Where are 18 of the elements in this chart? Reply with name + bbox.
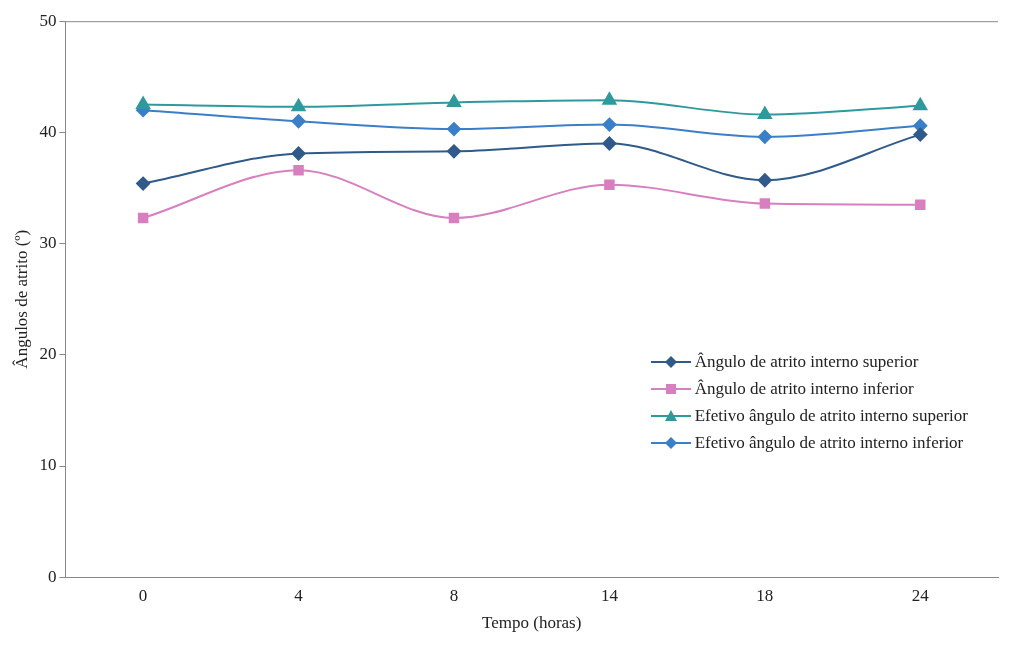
x-tick-label: 8 xyxy=(449,585,459,605)
x-tick-label: 18 xyxy=(756,585,774,605)
legend-label: Ângulo de atrito interno inferior xyxy=(694,378,914,400)
x-tick-label: 14 xyxy=(600,585,619,605)
y-tick-label: 10 xyxy=(39,455,57,475)
y-tick-label: 30 xyxy=(39,233,57,253)
x-tick-label: 0 xyxy=(138,585,148,605)
y-tick-label: 40 xyxy=(39,121,57,141)
legend-label: Ângulo de atrito interno superior xyxy=(694,351,919,373)
x-tick-label: 24 xyxy=(911,585,930,605)
y-tick-label: 20 xyxy=(39,344,57,364)
y-tick-label: 0 xyxy=(47,566,57,586)
legend-label: Efetivo ângulo de atrito interno inferior xyxy=(694,432,964,454)
x-axis-title: Tempo (horas) xyxy=(482,613,582,633)
y-axis-title: Ângulos de atrito (º) xyxy=(11,229,31,369)
x-tick-label: 4 xyxy=(294,585,304,605)
legend-label: Efetivo ângulo de atrito interno superior xyxy=(694,405,968,427)
y-tick-label: 50 xyxy=(39,10,57,30)
